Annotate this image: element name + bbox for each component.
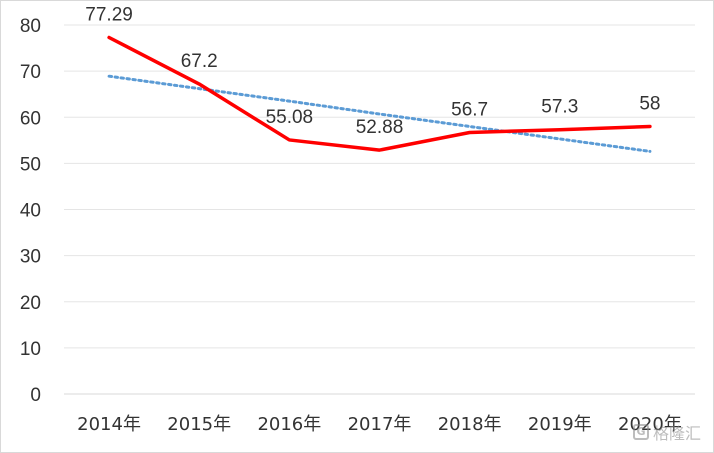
watermark-text: 格隆汇 (652, 424, 701, 443)
trendline (107, 74, 652, 153)
x-tick-label: 2014年 (77, 414, 141, 435)
y-tick-label: 70 (20, 62, 41, 83)
y-tick-label: 60 (20, 108, 41, 129)
x-tick-label: 2016年 (257, 414, 321, 435)
y-axis-ticks: 0 10 20 30 40 50 60 70 80 (20, 16, 41, 406)
gridlines (64, 24, 695, 395)
logo-icon: G (632, 424, 649, 440)
y-tick-label: 50 (20, 154, 41, 175)
x-tick-label: 2018年 (438, 414, 502, 435)
x-tick-label: 2017年 (348, 414, 412, 435)
series (107, 35, 652, 153)
data-label: 52.88 (356, 117, 404, 138)
y-tick-label: 30 (20, 247, 41, 268)
y-tick-label: 10 (20, 339, 41, 360)
watermark: G 格隆汇 (632, 420, 701, 444)
x-axis-ticks: 2014年 2015年 2016年 2017年 2018年 2019年 2020年 (77, 414, 682, 435)
data-label: 56.7 (451, 99, 488, 120)
y-tick-label: 20 (20, 293, 41, 314)
data-label: 57.3 (541, 97, 578, 118)
data-labels: 77.29 67.2 55.08 52.88 56.7 57.3 58 (85, 4, 660, 138)
y-tick-label: 40 (20, 201, 41, 222)
data-label: 58 (639, 93, 660, 114)
y-tick-label: 0 (30, 385, 41, 406)
data-label: 55.08 (266, 107, 314, 128)
x-tick-label: 2019年 (528, 414, 592, 435)
y-tick-label: 80 (20, 16, 41, 37)
x-tick-label: 2015年 (167, 414, 231, 435)
data-label: 67.2 (181, 51, 218, 72)
data-label: 77.29 (85, 4, 133, 25)
